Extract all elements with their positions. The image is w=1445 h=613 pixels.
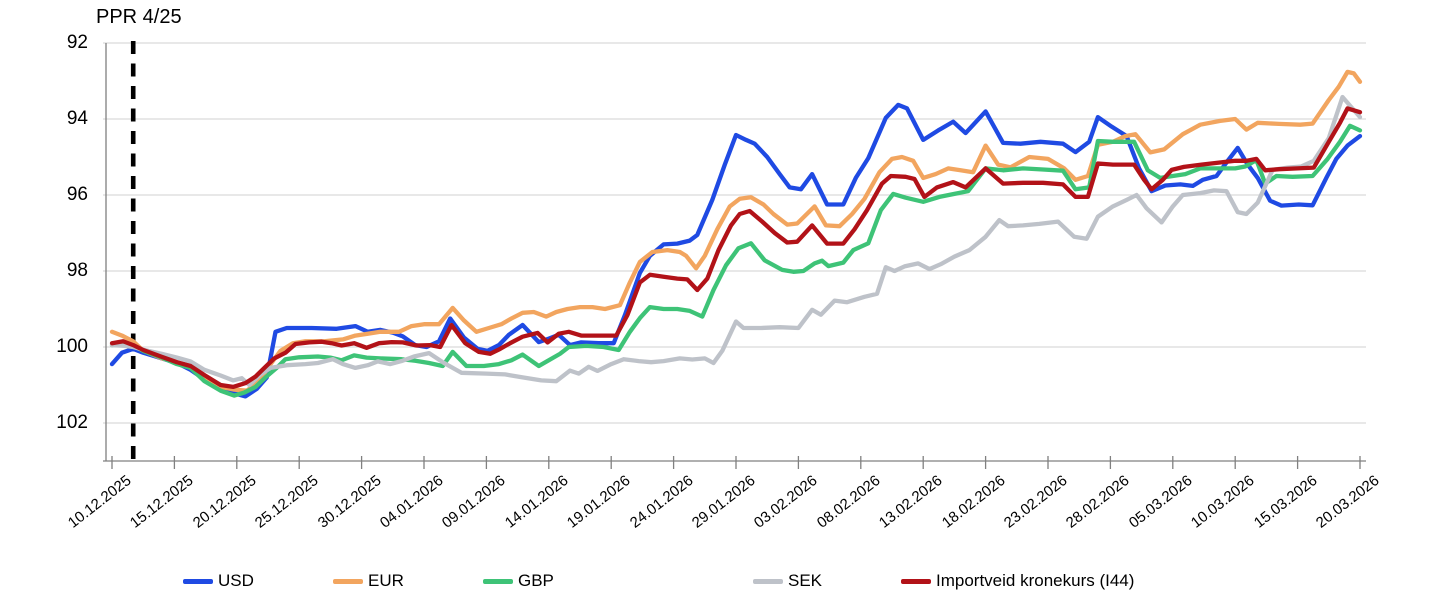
series-line-usd (109, 102, 1363, 399)
y-tick-label: 102 (56, 412, 88, 433)
y-tick-label: 94 (66, 108, 88, 129)
series-line-i44 (109, 106, 1363, 390)
legend-label-usd: USD (218, 571, 254, 590)
legend-label-eur: EUR (368, 571, 404, 590)
legend-item-eur: EUR (333, 570, 404, 592)
series-line-gbp (109, 123, 1363, 398)
legend-item-usd: USD (183, 570, 254, 592)
y-tick-label: 100 (56, 336, 88, 357)
chart-title: PPR 4/25 (96, 6, 182, 28)
legend-item-i44: Importveid kronekurs (I44) (901, 570, 1134, 592)
y-tick-label: 98 (66, 260, 88, 281)
y-tick-label: 96 (66, 184, 88, 205)
legend-swatch-eur (333, 578, 363, 584)
legend-label-sek: SEK (788, 571, 823, 590)
legend-swatch-i44 (901, 578, 931, 584)
legend-swatch-sek (753, 578, 783, 584)
legend-swatch-gbp (483, 578, 513, 584)
legend-label-gbp: GBP (518, 571, 554, 590)
legend-swatch-usd (183, 578, 213, 584)
y-tick-label: 92 (66, 32, 88, 53)
legend-item-gbp: GBP (483, 570, 554, 592)
legend-label-i44: Importveid kronekurs (I44) (936, 571, 1135, 590)
series-line-sek (109, 94, 1363, 388)
legend-item-sek: SEK (753, 570, 822, 592)
